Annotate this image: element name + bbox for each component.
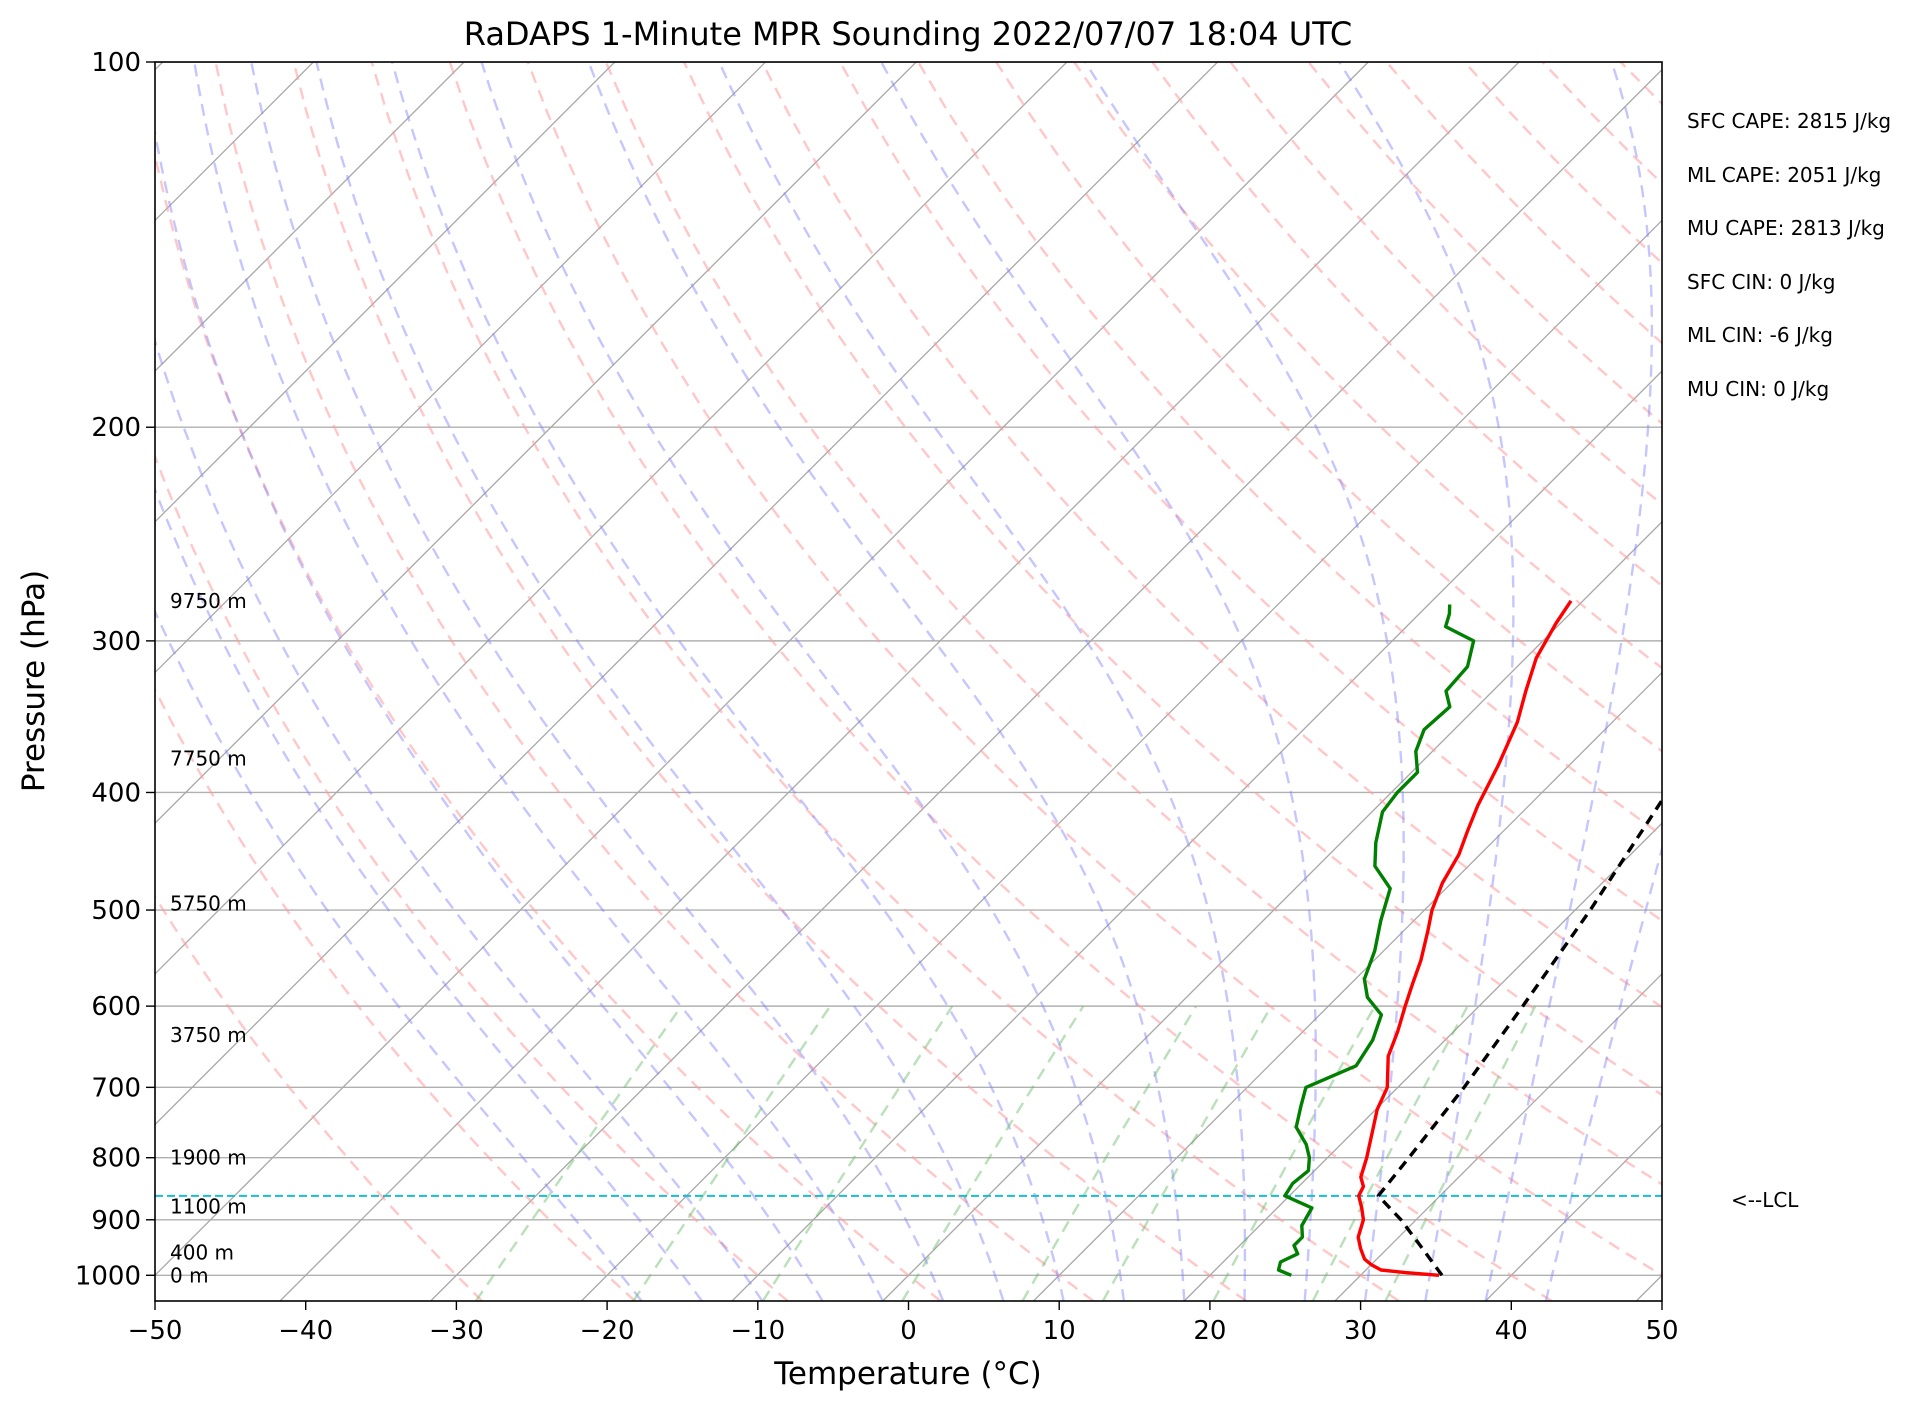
height-label: 9750 m — [170, 589, 247, 613]
y-tick-label: 800 — [91, 1144, 141, 1174]
height-label: 3750 m — [170, 1023, 247, 1047]
height-label: 400 m — [170, 1241, 234, 1265]
x-tick-label: 0 — [900, 1316, 917, 1346]
x-tick-label: −30 — [429, 1316, 484, 1346]
x-tick-label: 50 — [1645, 1316, 1678, 1346]
height-label: 1100 m — [170, 1195, 247, 1219]
y-tick-label: 900 — [91, 1206, 141, 1236]
y-tick-label: 600 — [91, 992, 141, 1022]
x-tick-label: 20 — [1193, 1316, 1226, 1346]
chart-title: RaDAPS 1-Minute MPR Sounding 2022/07/07 … — [464, 15, 1352, 53]
x-tick-label: −40 — [278, 1316, 333, 1346]
height-label: 0 m — [170, 1263, 209, 1287]
y-axis-label: Pressure (hPa) — [16, 570, 52, 792]
y-tick-label: 100 — [91, 48, 141, 78]
stat-mu-cin: MU CIN: 0 J/kg — [1687, 377, 1829, 401]
x-tick-label: 40 — [1495, 1316, 1528, 1346]
y-tick-label: 1000 — [75, 1261, 141, 1291]
height-label: 5750 m — [170, 892, 247, 916]
x-tick-label: −50 — [128, 1316, 183, 1346]
height-label: 7750 m — [170, 746, 247, 770]
x-tick-label: 10 — [1043, 1316, 1076, 1346]
y-tick-label: 200 — [91, 413, 141, 443]
x-tick-label: −20 — [580, 1316, 635, 1346]
stat-ml-cin: ML CIN: -6 J/kg — [1687, 323, 1833, 347]
stat-sfc-cape: SFC CAPE: 2815 J/kg — [1687, 109, 1891, 133]
y-tick-label: 700 — [91, 1073, 141, 1103]
stat-ml-cape: ML CAPE: 2051 J/kg — [1687, 163, 1881, 187]
x-tick-label: 30 — [1344, 1316, 1377, 1346]
y-tick-label: 500 — [91, 896, 141, 926]
x-axis-label: Temperature (°C) — [773, 1356, 1042, 1392]
x-tick-label: −10 — [730, 1316, 785, 1346]
y-tick-label: 400 — [91, 778, 141, 808]
y-tick-label: 300 — [91, 627, 141, 657]
lcl-label: <--LCL — [1731, 1188, 1799, 1212]
stat-sfc-cin: SFC CIN: 0 J/kg — [1687, 270, 1835, 294]
height-label: 1900 m — [170, 1146, 247, 1170]
stat-mu-cape: MU CAPE: 2813 J/kg — [1687, 216, 1885, 240]
